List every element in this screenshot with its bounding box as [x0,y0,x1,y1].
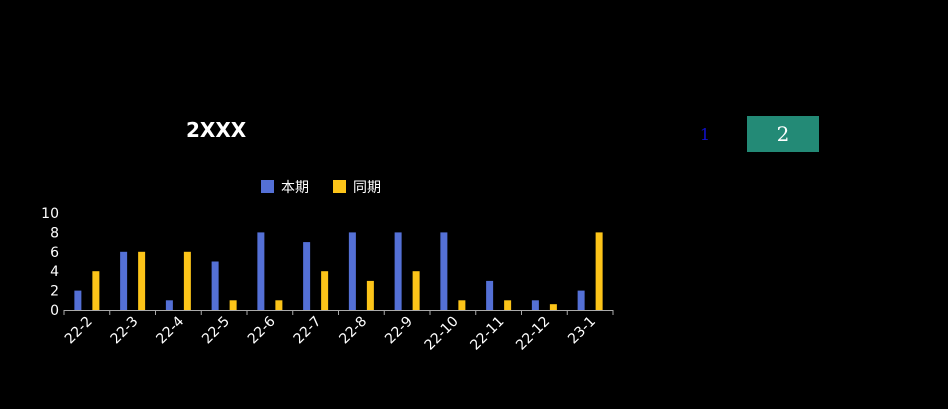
legend-label: 本期 [281,180,309,196]
bar-current [394,232,402,310]
bar-current [348,232,356,310]
bar-current [486,280,494,310]
x-tick-label: 22-8 [336,314,370,348]
bar-previous [549,304,557,310]
legend-swatch [333,180,346,193]
y-tick-label: 0 [50,303,59,319]
bar-current [257,232,265,310]
y-tick-label: 10 [41,206,59,222]
bar-current [303,242,311,310]
bar-previous [595,232,603,310]
bar-previous [138,251,146,310]
y-tick-label: 8 [50,225,59,241]
bar-current [531,300,539,310]
x-tick-label: 22-5 [199,314,233,348]
bar-previous [366,280,374,310]
bar-previous [504,300,512,310]
chart-title: 2XXX [186,118,247,142]
legend-label: 同期 [353,180,381,196]
bar-current [120,251,128,310]
x-tick-label: 22-9 [382,314,416,348]
page-1-button[interactable]: 1 [699,124,711,144]
bar-current [165,300,173,310]
bar-current [440,232,448,310]
y-tick-label: 2 [50,284,59,300]
x-tick-label: 22-4 [153,313,187,347]
bar-previous [458,300,466,310]
bar-previous [275,300,283,310]
x-tick-label: 22-3 [108,314,142,348]
legend-swatch [261,180,274,193]
bar-current [211,261,219,310]
x-tick-label: 22-12 [513,314,553,354]
bar-previous [92,271,100,310]
page-2-button[interactable]: 2 [747,116,819,152]
bar-previous [229,300,237,310]
x-tick-label: 22-10 [422,314,462,354]
y-tick-label: 6 [50,245,59,261]
bar-previous [321,271,329,310]
x-tick-label: 22-6 [245,313,279,347]
bar-current [74,290,82,310]
x-tick-label: 22-11 [467,314,507,354]
bar-previous [412,271,420,310]
bar-previous [183,251,191,310]
y-tick-label: 4 [50,264,59,280]
bar-current [577,290,585,310]
x-tick-label: 23-1 [565,314,599,348]
x-tick-label: 22-2 [62,314,96,348]
x-tick-label: 22-7 [291,314,325,348]
